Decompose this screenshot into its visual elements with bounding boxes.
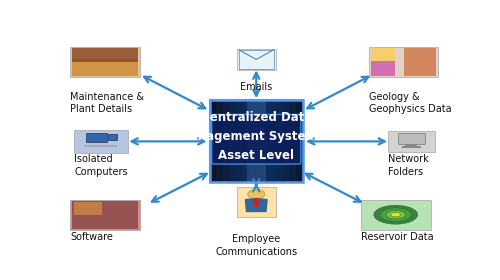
Bar: [236, 101, 243, 182]
Text: Centralized Data
Management System at
Asset Level: Centralized Data Management System at As…: [178, 111, 335, 162]
Bar: [74, 130, 128, 153]
Bar: [370, 48, 395, 62]
Polygon shape: [246, 199, 267, 211]
Bar: [108, 134, 117, 140]
Bar: [263, 101, 270, 182]
Bar: [84, 145, 117, 147]
Bar: [216, 101, 223, 182]
Bar: [239, 50, 274, 69]
Bar: [70, 46, 140, 77]
Bar: [237, 49, 276, 70]
Bar: [406, 144, 417, 147]
Ellipse shape: [391, 213, 400, 217]
Bar: [230, 101, 236, 182]
Bar: [72, 201, 138, 229]
Bar: [210, 101, 303, 182]
Bar: [256, 101, 263, 182]
Bar: [237, 187, 276, 217]
Ellipse shape: [386, 211, 406, 219]
Bar: [70, 200, 140, 230]
Text: Reservoir Data: Reservoir Data: [361, 232, 434, 242]
Bar: [270, 101, 276, 182]
Bar: [246, 101, 266, 182]
Bar: [250, 101, 256, 182]
Bar: [388, 130, 434, 152]
Bar: [72, 48, 138, 62]
Bar: [86, 133, 107, 143]
Polygon shape: [254, 199, 258, 206]
Ellipse shape: [374, 205, 418, 224]
Bar: [398, 133, 425, 144]
Text: Emails: Emails: [240, 82, 272, 92]
Text: Maintenance &
Plant Details: Maintenance & Plant Details: [70, 92, 144, 114]
Bar: [210, 101, 216, 182]
FancyBboxPatch shape: [212, 115, 301, 164]
Bar: [210, 101, 303, 182]
Bar: [404, 48, 436, 76]
Bar: [74, 202, 102, 215]
Text: Employee
Communications: Employee Communications: [215, 234, 298, 256]
Text: Network
Folders: Network Folders: [388, 154, 429, 177]
Bar: [402, 146, 421, 148]
Bar: [243, 101, 250, 182]
Bar: [223, 101, 230, 182]
Text: Software: Software: [70, 232, 113, 242]
Bar: [296, 101, 303, 182]
Ellipse shape: [380, 208, 412, 221]
Bar: [370, 60, 395, 76]
Circle shape: [248, 190, 265, 199]
Text: Isolated
Computers: Isolated Computers: [74, 154, 128, 177]
Text: Geology &
Geophysics Data: Geology & Geophysics Data: [368, 92, 451, 114]
Bar: [72, 59, 138, 76]
Bar: [283, 101, 290, 182]
Bar: [368, 46, 438, 77]
Bar: [361, 200, 430, 230]
Bar: [290, 101, 296, 182]
Bar: [276, 101, 283, 182]
